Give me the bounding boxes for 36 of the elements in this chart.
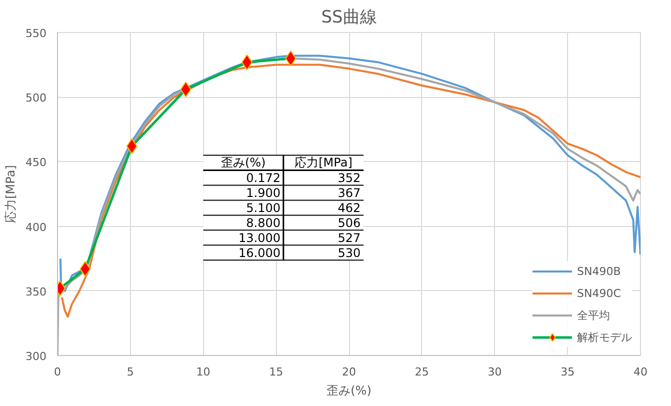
legend-label: 全平均 [577,308,610,322]
annotation: 16.000 [238,246,281,260]
x-tick-label: 10 [196,366,210,378]
x-tick-label: 15 [269,366,284,378]
legend-label: SN490B [577,264,621,278]
y-tick-label: 500 [26,92,47,105]
x-tick-label: 25 [414,366,429,378]
annotation: 13.000 [238,231,281,246]
x-tick-label: 40 [634,366,648,378]
annotation: 506 [338,216,361,230]
x-tick-label: 35 [560,366,575,378]
legend-label: SN490C [577,286,621,300]
y-tick-label: 550 [26,27,47,40]
annotation: 1.900 [246,186,281,200]
annotation: 歪み(%) [220,156,266,170]
annotation: 5.100 [246,201,281,216]
annotation: 352 [338,171,361,186]
x-tick-label: 0 [54,366,61,378]
y-tick-label: 300 [26,350,47,363]
annotation: 367 [338,186,361,200]
y-axis-title: 応力[MPa] [4,165,18,223]
annotation: 8.800 [246,216,281,230]
annotation: 530 [338,246,361,260]
annotation: 0.172 [246,171,281,186]
annotation: 527 [338,231,361,246]
y-tick-label: 350 [26,285,47,298]
y-tick-label: 400 [26,220,47,234]
chart-title: SS曲線 [321,8,377,28]
x-tick-label: 30 [488,366,502,378]
legend-label: 解析モデル [577,330,632,344]
x-tick-label: 5 [126,366,134,378]
annotation: 462 [338,201,361,216]
annotation: 応力[MPa] [294,156,352,170]
x-tick-label: 20 [342,366,356,378]
x-axis-title: 歪み(%) [326,384,372,398]
y-tick-label: 450 [26,156,47,170]
